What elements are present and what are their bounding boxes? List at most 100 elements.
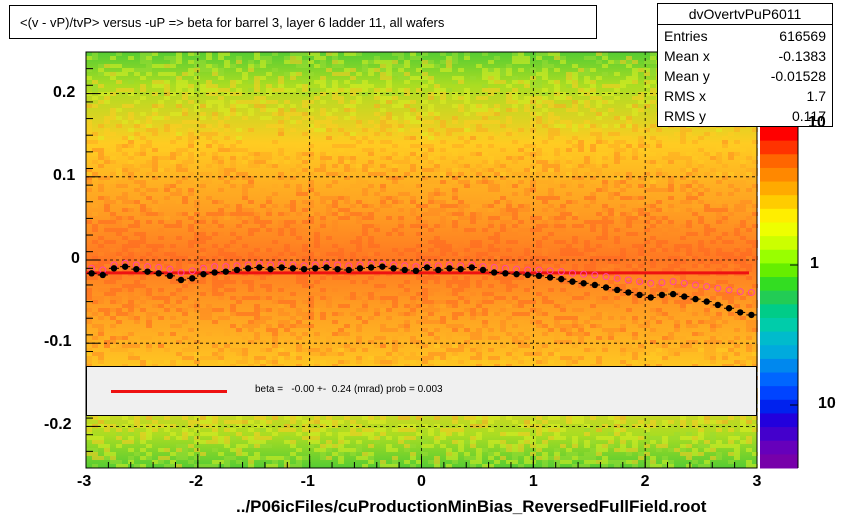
heatmap-cell (362, 188, 368, 192)
heatmap-cell (320, 168, 326, 172)
heatmap-cell (164, 252, 170, 256)
heatmap-cell (464, 296, 470, 300)
heatmap-cell (86, 176, 92, 180)
heatmap-cell (206, 332, 212, 336)
heatmap-cell (158, 260, 164, 264)
heatmap-cell (554, 240, 560, 244)
heatmap-cell (608, 144, 614, 148)
heatmap-cell (410, 320, 416, 324)
heatmap-cell (176, 236, 182, 240)
heatmap-cell (722, 208, 728, 212)
heatmap-cell (572, 344, 578, 348)
heatmap-cell (362, 192, 368, 196)
heatmap-cell (326, 172, 332, 176)
heatmap-cell (248, 176, 254, 180)
heatmap-cell (266, 420, 272, 424)
heatmap-cell (464, 328, 470, 332)
heatmap-cell (572, 124, 578, 128)
heatmap-cell (164, 300, 170, 304)
heatmap-cell (566, 180, 572, 184)
heatmap-cell (200, 180, 206, 184)
heatmap-cell (374, 360, 380, 364)
heatmap-cell (506, 120, 512, 124)
heatmap-cell (296, 236, 302, 240)
heatmap-cell (470, 136, 476, 140)
heatmap-cell (110, 64, 116, 68)
heatmap-cell (284, 280, 290, 284)
heatmap-cell (314, 352, 320, 356)
heatmap-cell (176, 292, 182, 296)
heatmap-cell (380, 436, 386, 440)
heatmap-cell (284, 416, 290, 420)
heatmap-cell (452, 168, 458, 172)
heatmap-cell (314, 348, 320, 352)
heatmap-cell (326, 300, 332, 304)
heatmap-cell (182, 108, 188, 112)
heatmap-cell (668, 196, 674, 200)
heatmap-cell (350, 168, 356, 172)
heatmap-cell (464, 112, 470, 116)
heatmap-cell (554, 136, 560, 140)
heatmap-cell (224, 420, 230, 424)
heatmap-cell (128, 156, 134, 160)
heatmap-cell (398, 124, 404, 128)
heatmap-cell (548, 112, 554, 116)
heatmap-cell (110, 148, 116, 152)
heatmap-cell (434, 144, 440, 148)
heatmap-cell (506, 132, 512, 136)
heatmap-cell (632, 140, 638, 144)
heatmap-cell (410, 76, 416, 80)
heatmap-cell (140, 136, 146, 140)
heatmap-cell (500, 196, 506, 200)
heatmap-cell (182, 428, 188, 432)
heatmap-cell (710, 436, 716, 440)
heatmap-cell (452, 440, 458, 444)
heatmap-cell (98, 440, 104, 444)
heatmap-cell (566, 420, 572, 424)
heatmap-cell (542, 252, 548, 256)
heatmap-cell (338, 128, 344, 132)
heatmap-cell (338, 88, 344, 92)
heatmap-cell (296, 308, 302, 312)
heatmap-cell (146, 60, 152, 64)
heatmap-cell (326, 184, 332, 188)
heatmap-cell (314, 192, 320, 196)
heatmap-cell (716, 144, 722, 148)
heatmap-cell (224, 216, 230, 220)
heatmap-cell (254, 100, 260, 104)
heatmap-cell (290, 196, 296, 200)
heatmap-cell (584, 268, 590, 272)
heatmap-cell (134, 356, 140, 360)
heatmap-cell (542, 180, 548, 184)
heatmap-cell (236, 444, 242, 448)
heatmap-cell (290, 208, 296, 212)
heatmap-cell (242, 184, 248, 188)
heatmap-cell (464, 56, 470, 60)
heatmap-cell (614, 432, 620, 436)
heatmap-cell (344, 324, 350, 328)
heatmap-cell (176, 256, 182, 260)
heatmap-cell (728, 144, 734, 148)
heatmap-cell (734, 152, 740, 156)
heatmap-cell (398, 352, 404, 356)
heatmap-cell (338, 240, 344, 244)
heatmap-cell (266, 56, 272, 60)
heatmap-cell (218, 440, 224, 444)
heatmap-cell (266, 332, 272, 336)
heatmap-cell (92, 264, 98, 268)
heatmap-cell (734, 296, 740, 300)
heatmap-cell (452, 420, 458, 424)
heatmap-cell (272, 160, 278, 164)
heatmap-cell (530, 84, 536, 88)
heatmap-cell (584, 440, 590, 444)
heatmap-cell (434, 244, 440, 248)
heatmap-cell (752, 360, 758, 364)
heatmap-cell (260, 276, 266, 280)
heatmap-cell (266, 108, 272, 112)
heatmap-cell (284, 312, 290, 316)
heatmap-cell (470, 332, 476, 336)
heatmap-cell (470, 228, 476, 232)
heatmap-cell (206, 212, 212, 216)
heatmap-cell (542, 108, 548, 112)
heatmap-cell (476, 64, 482, 68)
